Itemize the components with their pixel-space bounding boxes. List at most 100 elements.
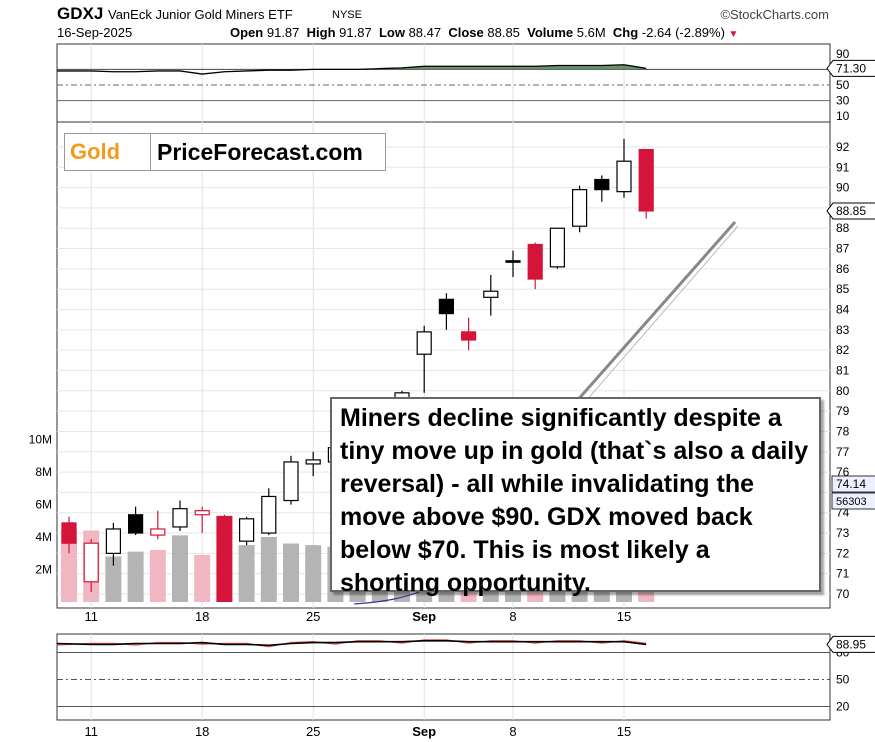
candle — [216, 514, 232, 566]
candle — [305, 451, 321, 477]
open-label: Open — [230, 25, 264, 40]
price-y-tick-82: 82 — [836, 343, 850, 357]
candle — [549, 227, 566, 269]
volume-bar — [172, 535, 188, 602]
trendline — [558, 221, 737, 421]
area-last-value: 71.30 — [836, 61, 866, 75]
price-x-tick-15: 15 — [617, 609, 631, 624]
trendline-shadow — [565, 225, 739, 425]
candle-body — [527, 243, 543, 280]
price-x-tick-18: 18 — [195, 609, 209, 624]
candle — [261, 488, 277, 536]
osc-x-tick-8: 8 — [509, 724, 516, 739]
change-value: -2.64 (-2.89%) — [641, 25, 725, 40]
candle-body — [283, 461, 299, 502]
candle-body — [194, 510, 210, 516]
logo-gold: Gold — [65, 134, 151, 170]
candle-body — [172, 508, 188, 528]
candle — [505, 250, 521, 278]
price-y-tick-79: 79 — [836, 404, 850, 418]
exchange-label: NYSE — [332, 9, 362, 21]
candle — [239, 516, 255, 546]
osc-y-tick-20: 20 — [836, 700, 850, 714]
overlay-tag-1 — [831, 475, 875, 493]
overlay-label-1: 74.14 — [836, 477, 866, 491]
chart-date: 16-Sep-2025 — [57, 25, 133, 40]
price-y-tick-78: 78 — [836, 424, 850, 438]
candle-body — [416, 331, 432, 355]
volume-bar — [149, 550, 166, 602]
price-y-tick-72: 72 — [836, 546, 850, 560]
low-value: 88.47 — [408, 25, 442, 40]
overlay-label-2: 56303 — [836, 496, 867, 508]
candle — [283, 455, 299, 505]
price-stats: Open 91.87 High 91.87 Low 88.47 Close 88… — [230, 25, 738, 40]
price-x-tick-8: 8 — [509, 609, 516, 624]
candle-body — [505, 260, 521, 263]
ticker-symbol: GDXJ — [57, 4, 104, 23]
price-x-tick-11: 11 — [84, 609, 98, 624]
candle — [194, 506, 210, 534]
price-x-tick-25: 25 — [306, 609, 320, 624]
price-y-tick-73: 73 — [836, 526, 850, 540]
candle — [150, 510, 166, 540]
candle-body — [83, 542, 99, 583]
price-y-tick-91: 91 — [836, 160, 850, 174]
candle-body — [261, 495, 277, 534]
candle — [438, 293, 454, 330]
change-label: Chg — [612, 25, 639, 40]
candle — [172, 500, 188, 532]
volume-value: 5.6M — [576, 25, 606, 40]
close-value: 88.85 — [487, 25, 520, 40]
price-y-tick-80: 80 — [836, 384, 850, 398]
candle — [616, 138, 632, 198]
candle — [105, 522, 122, 566]
candle — [61, 516, 77, 554]
area-y-tick-90: 90 — [836, 47, 850, 61]
low-label: Low — [378, 25, 405, 40]
candle — [128, 506, 144, 536]
candle — [594, 175, 610, 202]
high-label: High — [306, 25, 336, 40]
logo-site: PriceForecast.com — [157, 139, 363, 165]
price-x-tick-Sep: Sep — [412, 609, 436, 624]
candle-body — [305, 459, 321, 465]
panel-frame-3 — [56, 633, 831, 721]
candle-body — [571, 189, 588, 227]
osc-last-value-tag — [826, 635, 875, 653]
volume-bar — [105, 556, 122, 602]
price-y-tick-88: 88 — [836, 221, 850, 235]
candle — [638, 149, 654, 219]
price-y-tick-84: 84 — [836, 303, 850, 317]
area-y-tick-30: 30 — [836, 94, 850, 108]
down-arrow-icon: ▼ — [728, 29, 739, 40]
volume-bar — [61, 528, 77, 602]
volume-y-tick-10M: 10M — [29, 433, 52, 447]
osc-x-tick-18: 18 — [195, 724, 209, 739]
logo: Gold PriceForecast.com — [64, 133, 386, 171]
price-last-value-tag — [826, 202, 875, 220]
price-y-tick-85: 85 — [836, 282, 850, 296]
security-name: VanEck Junior Gold Miners ETF — [108, 7, 293, 22]
osc-x-tick-15: 15 — [617, 724, 631, 739]
price-y-tick-92: 92 — [836, 140, 850, 154]
candle — [527, 242, 543, 290]
candle-body — [438, 298, 454, 315]
moving-average-line — [354, 589, 425, 605]
candle — [571, 185, 588, 233]
overlay-tag-2 — [831, 492, 875, 510]
volume-bar — [305, 545, 322, 602]
candle-body — [483, 290, 499, 298]
open-value: 91.87 — [266, 25, 300, 40]
osc-y-tick-50: 50 — [836, 673, 850, 687]
candle — [83, 539, 99, 592]
volume-y-tick-2M: 2M — [35, 563, 52, 577]
candle — [483, 274, 499, 316]
price-y-tick-86: 86 — [836, 262, 850, 276]
volume-bar — [260, 537, 277, 602]
area-y-tick-50: 50 — [836, 78, 850, 92]
close-label: Close — [448, 25, 484, 40]
price-y-tick-87: 87 — [836, 242, 850, 256]
price-last-value: 88.85 — [836, 204, 866, 218]
